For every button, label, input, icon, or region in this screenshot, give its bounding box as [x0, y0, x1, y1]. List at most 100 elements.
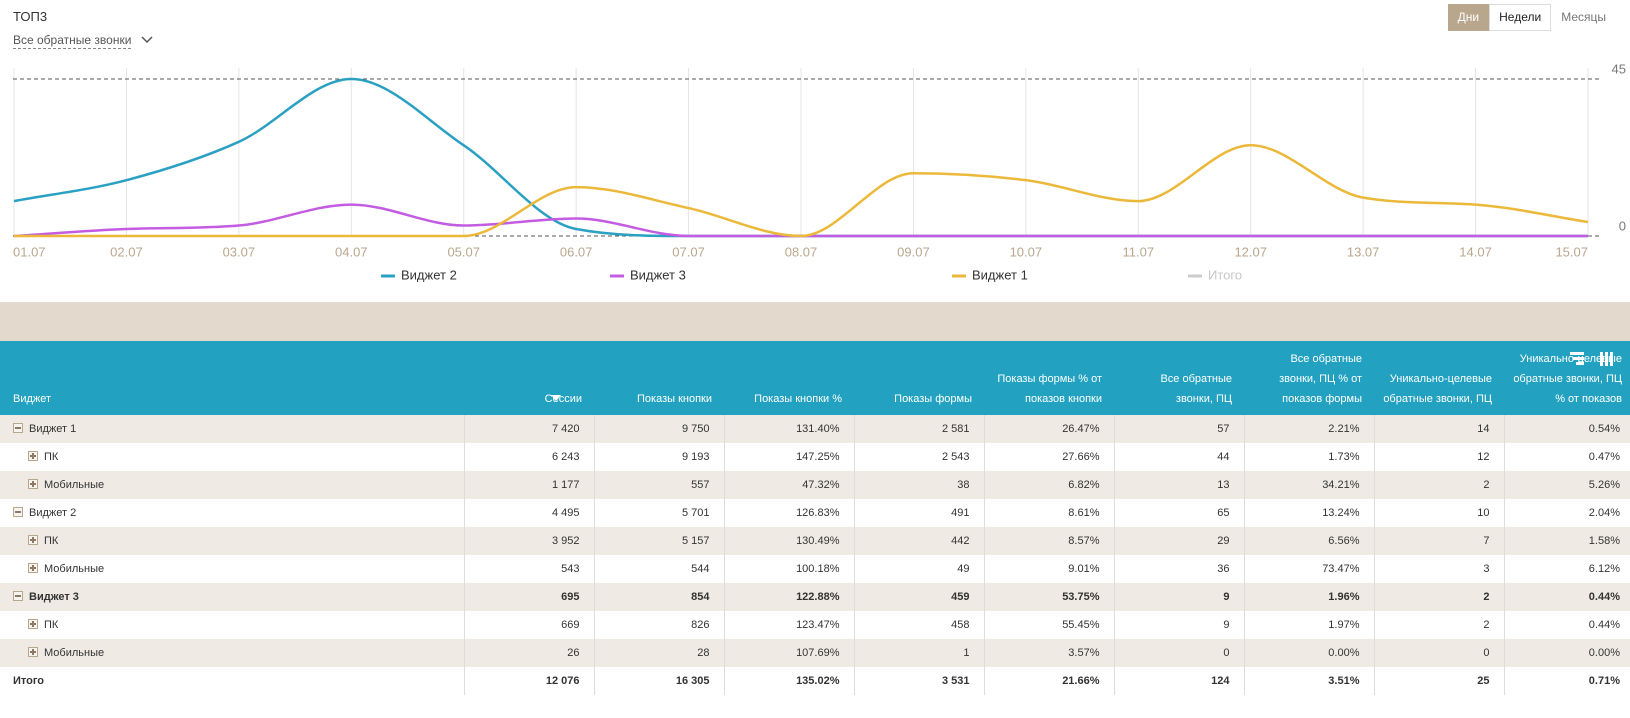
separator [0, 302, 1630, 341]
x-tick-label: 08.07 [785, 244, 818, 259]
row-label: ПК [0, 611, 465, 639]
table-cell: 27.66% [984, 443, 1115, 471]
row-label-text: Мобильные [44, 647, 105, 659]
period-button[interactable]: Месяцы [1561, 10, 1606, 24]
row-label: Мобильные [0, 471, 465, 499]
table-cell: 49 [854, 555, 985, 583]
row-label: Мобильные [0, 555, 465, 583]
expand-toggle[interactable] [28, 647, 38, 657]
table-cell: 0.44% [1504, 583, 1630, 611]
row-label-text: ПК [44, 535, 59, 547]
expand-toggle[interactable] [13, 591, 23, 601]
x-tick-label: 04.07 [335, 244, 368, 259]
expand-toggle[interactable] [28, 479, 38, 489]
legend-item[interactable]: Виджет 2 [381, 267, 457, 282]
y-tick-label: 0 [1619, 218, 1626, 233]
row-label-text: Итого [13, 675, 45, 687]
x-tick-label: 05.07 [447, 244, 480, 259]
table-cell: 0 [1114, 639, 1245, 667]
row-label: ПК [0, 443, 465, 471]
table-row: Мобильные 26 28 107.69% 1 3.57% 0 0.00% 0 0.00% [0, 639, 1630, 667]
expand-toggle[interactable] [28, 563, 38, 573]
table-cell: 1 [854, 639, 985, 667]
table-cell: 8.61% [984, 499, 1115, 527]
table-cell: 10 [1374, 499, 1505, 527]
table-cell: 73.47% [1244, 555, 1375, 583]
row-label-text: Виджет 1 [29, 423, 77, 435]
table-cell: 0.47% [1588, 451, 1620, 463]
legend-label: Виджет 1 [972, 267, 1028, 282]
table-cell: 8.57% [984, 527, 1115, 555]
table-cell: 9 [1114, 583, 1245, 611]
table-cell: 130.49% [724, 527, 855, 555]
table-cell: 126.83% [724, 499, 855, 527]
table-cell: 12 [1374, 443, 1505, 471]
table-panel: Виджет Сессии Показы кнопки Показы кнопки %… [0, 341, 1630, 695]
table-cell: 0.44% [1588, 619, 1620, 631]
row-label-text: Мобильные [44, 563, 105, 575]
table-cell: 122.88% [724, 583, 855, 611]
table-cell: 7 420 [464, 415, 595, 443]
table-cell: 107.69% [724, 639, 855, 667]
table-row: ПК 6 243 9 193 147.25% 2 543 27.66% 44 1.73% 12 0… [0, 443, 1630, 471]
legend-item[interactable]: Виджет 1 [952, 267, 1028, 282]
column-header: Показы формы [854, 341, 984, 415]
table-cell: 491 [854, 499, 985, 527]
table-row: Итого 12 076 16 305 135.02% 3 531 21.66% 124 3.… [0, 667, 1630, 695]
table-cell: 100.18% [724, 555, 855, 583]
table-cell: 13 [1114, 471, 1245, 499]
column-header: Сессии [464, 341, 594, 415]
table-cell: 26 [464, 639, 595, 667]
legend-item[interactable]: Виджет 3 [610, 267, 686, 282]
table-cell: 16 305 [594, 667, 725, 695]
table-cell: 2.04% [1588, 507, 1620, 519]
expand-toggle[interactable] [28, 619, 38, 629]
table-cell: 1.97% [1244, 611, 1375, 639]
table-cell: 7 [1374, 527, 1505, 555]
table-cell: 2 [1374, 471, 1505, 499]
table-cell: 36 [1114, 555, 1245, 583]
table-cell: 9 750 [594, 415, 725, 443]
expand-toggle[interactable] [28, 451, 38, 461]
table-cell: 669 [464, 611, 595, 639]
expand-toggle[interactable] [13, 507, 23, 517]
column-header: Показы кнопки [594, 341, 724, 415]
table-cell: 147.25% [724, 443, 855, 471]
table-cell: 6.82% [984, 471, 1115, 499]
table-cell: 2 [1374, 583, 1505, 611]
legend-label: Итого [1208, 267, 1242, 282]
table-cell: 0.71% [1588, 675, 1620, 687]
row-label-text: ПК [44, 451, 59, 463]
table-cell: 34.21% [1244, 471, 1375, 499]
x-tick-label: 12.07 [1234, 244, 1267, 259]
table-cell: 6 243 [464, 443, 595, 471]
expand-toggle[interactable] [13, 423, 23, 433]
table-cell: 14 [1374, 415, 1505, 443]
table-cell: 9 [1114, 611, 1245, 639]
chart-panel: 0 45 01.07 02.07 03.07 04.07 05.07 06.07 07.07 08… [0, 0, 1630, 302]
table-row: Мобильные 1 177 557 47.32% 38 6.82% 13 34.21% 2 5… [0, 471, 1630, 499]
table-cell: 124 [1114, 667, 1245, 695]
table-row: Виджет 1 7 420 9 750 131.40% 2 581 26.47% 57 2.… [0, 415, 1630, 443]
filter-dropdown[interactable]: Все обратные звонки [13, 33, 132, 49]
x-tick-label: 10.07 [1010, 244, 1043, 259]
table-cell: 1.73% [1244, 443, 1375, 471]
period-button[interactable]: Недели [1489, 4, 1552, 31]
table-cell: 0.54% [1504, 415, 1630, 443]
table-tools[interactable] [1570, 351, 1616, 367]
table-cell: 53.75% [984, 583, 1115, 611]
data-table: Виджет Сессии Показы кнопки Показы кнопки %… [0, 341, 1630, 695]
table-cell: 0.00% [1504, 639, 1630, 667]
period-button[interactable]: Дни [1447, 4, 1490, 31]
row-label: Мобильные [0, 639, 465, 667]
row-label: ПК [0, 527, 465, 555]
row-label: Виджет 3 [0, 583, 465, 611]
expand-toggle[interactable] [28, 535, 38, 545]
table-cell: 826 [594, 611, 725, 639]
table-cell: 2 581 [854, 415, 985, 443]
table-cell: 44 [1114, 443, 1245, 471]
legend-item[interactable]: Итого [1188, 267, 1242, 282]
legend-label: Виджет 2 [401, 267, 457, 282]
dropdown-chevron[interactable] [141, 36, 153, 44]
